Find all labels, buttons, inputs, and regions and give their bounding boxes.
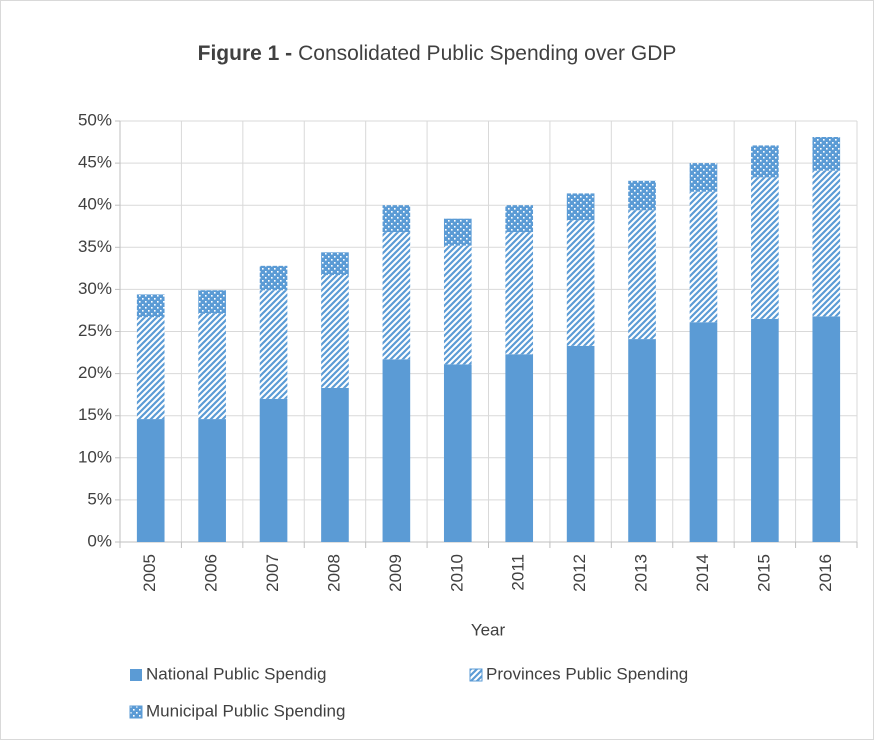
x-tick-label: 2008 bbox=[324, 554, 343, 592]
x-tick-label: 2015 bbox=[754, 554, 773, 592]
bar-segment bbox=[505, 232, 534, 355]
bar-segment bbox=[751, 318, 779, 542]
y-tick-label: 10% bbox=[78, 447, 112, 466]
legend-swatch bbox=[130, 669, 142, 681]
y-tick-label: 25% bbox=[78, 321, 112, 340]
bar-segment bbox=[443, 245, 472, 365]
bar-segment bbox=[689, 191, 718, 323]
bar-segment bbox=[382, 232, 411, 360]
bar-segment bbox=[566, 345, 595, 542]
bar-segment bbox=[198, 313, 226, 420]
y-tick-label: 50% bbox=[78, 110, 112, 129]
bar-segment bbox=[505, 205, 534, 233]
y-tick-label: 45% bbox=[78, 153, 112, 172]
bar-segment bbox=[198, 290, 226, 314]
x-tick-label: 2009 bbox=[386, 554, 405, 592]
bar-segment bbox=[198, 419, 226, 542]
legend-swatch bbox=[129, 705, 143, 719]
title-text: Consolidated Public Spending over GDP bbox=[298, 42, 676, 65]
bar-segment bbox=[382, 205, 411, 233]
x-tick-label: 2013 bbox=[632, 554, 651, 592]
y-tick-label: 40% bbox=[78, 195, 112, 214]
bar-segment bbox=[689, 163, 718, 192]
bar-segment bbox=[259, 265, 288, 291]
bar-segment bbox=[751, 177, 779, 319]
x-axis-title: Year bbox=[471, 620, 506, 639]
y-tick-label: 5% bbox=[87, 489, 112, 508]
chart-title: Figure 1 - Consolidated Public Spending o… bbox=[198, 42, 677, 65]
bar-segment bbox=[321, 275, 349, 388]
bar-segment bbox=[136, 419, 165, 542]
bar-segment bbox=[259, 290, 288, 399]
x-tick-label: 2016 bbox=[816, 554, 835, 592]
y-tick-label: 0% bbox=[87, 531, 112, 550]
legend-label: Municipal Public Spending bbox=[146, 701, 345, 720]
bar-segment bbox=[628, 210, 656, 340]
bar-segment bbox=[382, 359, 411, 542]
legend-swatch bbox=[469, 668, 483, 682]
bar-segment bbox=[812, 316, 841, 542]
x-tick-label: 2014 bbox=[693, 554, 712, 592]
x-tick-label: 2007 bbox=[263, 554, 282, 592]
bar-segment bbox=[812, 136, 841, 171]
bar-segment bbox=[628, 339, 656, 542]
bar-segment bbox=[321, 252, 349, 276]
y-tick-label: 15% bbox=[78, 405, 112, 424]
y-tick-label: 30% bbox=[78, 279, 112, 298]
x-tick-label: 2011 bbox=[509, 554, 528, 591]
bar-segment bbox=[259, 398, 288, 542]
x-tick-label: 2005 bbox=[140, 554, 159, 592]
bar-segment bbox=[812, 170, 841, 317]
bar-segment bbox=[751, 145, 779, 178]
bar-segment bbox=[505, 354, 534, 542]
x-tick-label: 2006 bbox=[202, 554, 221, 592]
bar-segment bbox=[566, 193, 595, 221]
x-tick-label: 2010 bbox=[447, 554, 466, 592]
bar-segment bbox=[689, 322, 718, 542]
legend-label: National Public Spendig bbox=[146, 664, 327, 683]
bar-segment bbox=[136, 317, 165, 420]
bar-segment bbox=[443, 218, 472, 246]
bar-segment bbox=[136, 294, 165, 318]
y-tick-label: 35% bbox=[78, 237, 112, 256]
x-tick-label: 2012 bbox=[570, 554, 589, 592]
bar-segment bbox=[443, 364, 472, 542]
bar-segment bbox=[566, 220, 595, 346]
bar-segment bbox=[628, 180, 656, 211]
title-bold: Figure 1 - bbox=[198, 42, 293, 65]
legend-label: Provinces Public Spending bbox=[486, 664, 688, 683]
y-tick-label: 20% bbox=[78, 363, 112, 382]
bar-segment bbox=[321, 387, 349, 542]
